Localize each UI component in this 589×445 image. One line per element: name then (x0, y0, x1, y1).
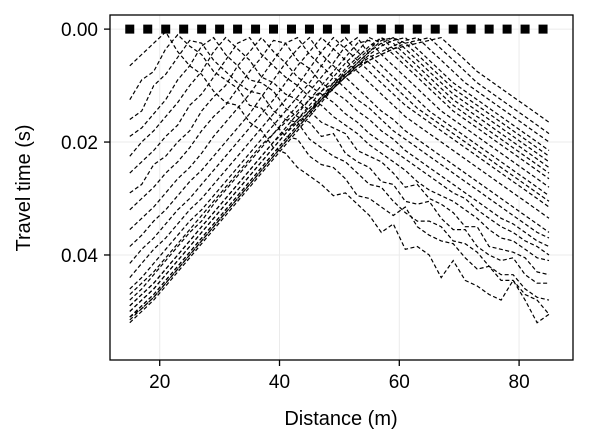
source-marker (520, 24, 530, 34)
source-marker (233, 24, 243, 34)
plot-frame (109, 14, 574, 361)
travel-time-trace (129, 36, 550, 318)
travel-time-trace (129, 36, 550, 301)
x-axis: 20 40 60 80 (149, 360, 530, 393)
source-marker (304, 24, 314, 34)
travel-time-trace (129, 36, 550, 290)
y-tick-label: 0.04 (61, 246, 98, 267)
source-marker (143, 24, 153, 34)
travel-time-trace (129, 36, 550, 318)
travel-time-trace (129, 36, 550, 312)
traces (129, 30, 550, 324)
source-marker (161, 24, 171, 34)
travel-time-trace (129, 36, 550, 321)
travel-time-trace (129, 36, 550, 247)
source-marker (340, 24, 350, 34)
source-marker (269, 24, 279, 34)
source-marker (358, 24, 368, 34)
source-marker (197, 24, 207, 34)
source-marker (430, 24, 440, 34)
travel-time-trace (129, 39, 550, 248)
travel-time-trace (129, 36, 550, 318)
travel-time-trace (129, 39, 550, 307)
source-marker (448, 24, 458, 34)
source-marker (484, 24, 494, 34)
source-marker (376, 24, 386, 34)
travel-time-trace (129, 36, 549, 284)
x-tick-label: 40 (269, 372, 290, 393)
source-marker (466, 24, 476, 34)
y-axis: 0.00 0.02 0.04 (61, 20, 110, 267)
travel-time-trace (129, 30, 550, 324)
travel-time-trace (129, 36, 550, 278)
source-marker (538, 24, 548, 34)
travel-time-trace (129, 36, 550, 276)
source-marker (215, 24, 225, 34)
source-marker (322, 24, 332, 34)
travel-time-trace (129, 36, 550, 256)
x-tick-label: 60 (389, 372, 410, 393)
travel-time-trace (129, 36, 550, 262)
travel-time-trace (129, 36, 550, 264)
travel-time-trace (129, 36, 550, 295)
source-marker (125, 24, 135, 34)
y-tick-label: 0.00 (61, 20, 98, 41)
x-tick-label: 20 (149, 372, 170, 393)
travel-time-trace (129, 33, 550, 315)
y-axis-title: Travel time (s) (13, 124, 35, 251)
source-marker (412, 24, 422, 34)
travel-time-trace (129, 36, 550, 307)
sources (125, 24, 548, 34)
source-marker (179, 24, 189, 34)
travel-time-trace (129, 39, 550, 301)
travel-time-trace (129, 36, 550, 312)
grid (110, 15, 573, 360)
x-axis-title: Distance (m) (284, 408, 397, 430)
source-marker (251, 24, 261, 34)
source-marker (286, 24, 296, 34)
source-marker (394, 24, 404, 34)
source-marker (502, 24, 512, 34)
x-tick-label: 80 (509, 372, 530, 393)
y-tick-label: 0.02 (61, 133, 98, 154)
